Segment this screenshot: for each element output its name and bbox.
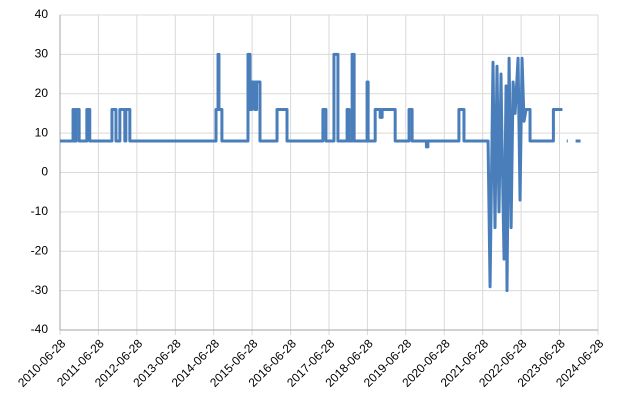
y-tick-label: -10 (31, 204, 49, 218)
data-line (60, 52, 581, 293)
y-tick-label: 10 (35, 125, 49, 139)
y-tick-label: -30 (31, 283, 49, 297)
y-tick-label: 40 (35, 7, 49, 21)
y-tick-label: 30 (35, 47, 49, 61)
y-tick-label: -40 (31, 322, 49, 336)
y-tick-label: 0 (41, 165, 48, 179)
y-tick-label: -20 (31, 243, 49, 257)
y-tick-label: 20 (35, 86, 49, 100)
